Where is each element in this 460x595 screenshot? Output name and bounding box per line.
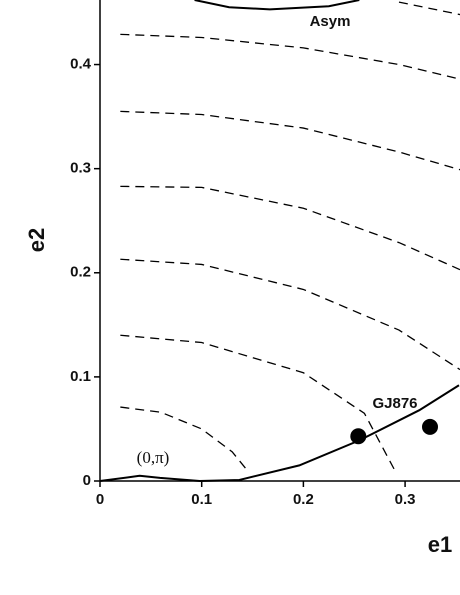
y-axis-label: e2 (24, 228, 49, 252)
annotation: Asym (310, 13, 351, 30)
dashed-curve (120, 334, 396, 471)
solid-curve (99, 384, 460, 483)
point (350, 428, 367, 445)
x-tick-label: 0 (96, 491, 104, 508)
y-tick-label: 0 (83, 472, 91, 489)
annotation: (0,π) (137, 448, 170, 467)
annotation: GJ876 (372, 395, 417, 412)
dashed-curve (120, 258, 460, 371)
x-tick-label: 0.1 (191, 491, 212, 508)
x-tick-label: 0.2 (293, 491, 314, 508)
dashed-curve (120, 110, 460, 171)
point (422, 418, 438, 435)
dashed-curve (120, 33, 460, 80)
dashed-curve (398, 1, 460, 16)
y-tick-label: 0.1 (70, 368, 91, 385)
y-tick-label: 0.3 (70, 160, 91, 177)
y-tick-label: 0.2 (70, 264, 91, 281)
dashed-curve (120, 185, 460, 271)
y-tick-label: 0.4 (70, 56, 92, 73)
solid-curve (194, 0, 360, 11)
x-axis-label: e1 (428, 532, 452, 557)
x-tick-label: 0.3 (395, 491, 416, 508)
